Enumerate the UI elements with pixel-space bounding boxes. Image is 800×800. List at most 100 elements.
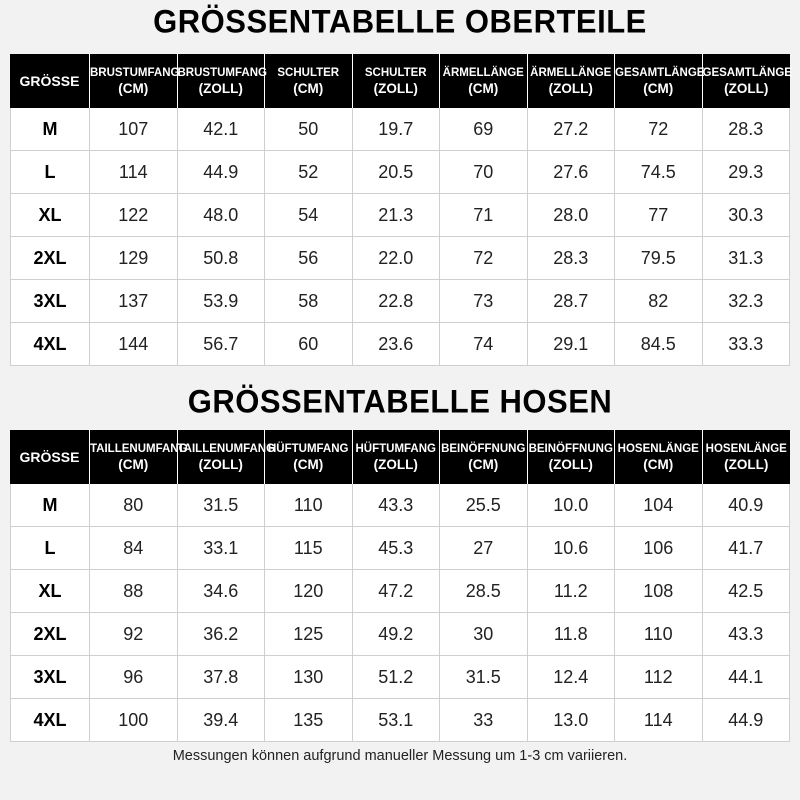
table-cell: 69 [440,108,528,151]
table-cell: 53.1 [352,699,440,742]
table-row: XL 122 48.0 54 21.3 71 28.0 77 30.3 [10,194,790,237]
table-cell: 11.2 [527,570,615,613]
table-cell: 92 [90,613,178,656]
tops-header-cell: SCHULTER (ZOLL) [352,54,440,108]
header-unit: (ZOLL) [373,81,418,96]
table-cell: 84 [90,527,178,570]
table-cell: 106 [615,527,703,570]
tops-header-row: GRÖSSE BRUSTUMFANG (CM) BRUSTUMFANG (ZOLL) SC… [10,54,792,108]
header-label: TAILLENUMFANG [90,443,188,455]
table-cell: 56 [265,237,353,280]
header-unit: (CM) [643,81,674,96]
table-cell: 29.1 [527,323,615,366]
table-cell: 72 [615,108,703,151]
size-label-cell: 4XL [10,699,90,742]
table-row: 2XL 129 50.8 56 22.0 72 28.3 79.5 31.3 [10,237,790,280]
table-row: L 114 44.9 52 20.5 70 27.6 74.5 29.3 [10,151,790,194]
tops-header-cell: GESAMTLÄNGE (CM) [615,54,705,108]
header-label: HOSENLÄNGE [617,443,699,455]
table-cell: 130 [265,656,353,699]
pants-size-table: GRÖSSE TAILLENUMFANG (CM) TAILLENUMFANG (ZOL… [10,430,790,742]
table-cell: 80 [90,484,178,527]
table-cell: 12.4 [527,656,615,699]
header-label: GESAMTLÄNGE [702,67,792,79]
table-cell: 23.6 [352,323,440,366]
table-cell: 122 [90,194,178,237]
tops-size-chart-title: GRÖSSENTABELLE OBERTEILE [153,3,647,40]
table-cell: 22.0 [352,237,440,280]
pants-header-cell: HOSENLÄNGE (ZOLL) [702,430,790,484]
table-cell: 112 [615,656,703,699]
table-cell: 120 [265,570,353,613]
header-unit: (ZOLL) [548,81,593,96]
pants-header-cell: TAILLENUMFANG (ZOLL) [177,430,275,484]
table-row: M 107 42.1 50 19.7 69 27.2 72 28.3 [10,108,790,151]
table-cell: 27.6 [527,151,615,194]
tops-header-cell: GESAMTLÄNGE (ZOLL) [702,54,792,108]
header-label: ÄRMELLÄNGE [530,67,612,79]
table-cell: 54 [265,194,353,237]
table-cell: 41.7 [702,527,790,570]
table-cell: 108 [615,570,703,613]
header-label: GESAMTLÄNGE [615,67,705,79]
table-cell: 114 [615,699,703,742]
table-cell: 31.3 [702,237,790,280]
table-cell: 56.7 [177,323,265,366]
table-cell: 88 [90,570,178,613]
size-label-cell: 2XL [10,237,90,280]
pants-header-cell: HÜFTUMFANG (CM) [265,430,353,484]
table-row: L 84 33.1 115 45.3 27 10.6 106 41.7 [10,527,790,570]
header-label: SCHULTER [277,67,340,79]
table-row: 4XL 100 39.4 135 53.1 33 13.0 114 44.9 [10,699,790,742]
table-cell: 70 [440,151,528,194]
table-cell: 34.6 [177,570,265,613]
header-unit: (CM) [643,457,674,472]
header-unit: (ZOLL) [198,81,243,96]
table-cell: 39.4 [177,699,265,742]
header-unit: (CM) [118,81,149,96]
table-cell: 44.9 [177,151,265,194]
table-cell: 48.0 [177,194,265,237]
size-label-cell: L [10,527,90,570]
size-label-cell: 2XL [10,613,90,656]
table-cell: 125 [265,613,353,656]
table-cell: 31.5 [440,656,528,699]
table-cell: 27 [440,527,528,570]
table-row: 2XL 92 36.2 125 49.2 30 11.8 110 43.3 [10,613,790,656]
table-cell: 20.5 [352,151,440,194]
table-cell: 30 [440,613,528,656]
table-cell: 53.9 [177,280,265,323]
pants-header-cell: HÜFTUMFANG (ZOLL) [352,430,440,484]
table-cell: 84.5 [615,323,703,366]
table-cell: 10.0 [527,484,615,527]
pants-header-cell: TAILLENUMFANG (CM) [90,430,188,484]
table-cell: 19.7 [352,108,440,151]
table-cell: 71 [440,194,528,237]
header-label: BEINÖFFNUNG [441,443,526,455]
size-label-cell: XL [10,570,90,613]
table-cell: 27.2 [527,108,615,151]
header-unit: (CM) [293,81,324,96]
table-cell: 36.2 [177,613,265,656]
table-cell: 28.7 [527,280,615,323]
table-cell: 52 [265,151,353,194]
table-cell: 79.5 [615,237,703,280]
header-label: BRUSTUMFANG [177,67,267,79]
table-cell: 28.3 [702,108,790,151]
table-cell: 11.8 [527,613,615,656]
table-cell: 47.2 [352,570,440,613]
table-cell: 77 [615,194,703,237]
table-cell: 13.0 [527,699,615,742]
table-cell: 28.5 [440,570,528,613]
table-cell: 100 [90,699,178,742]
tops-header-size: GRÖSSE [10,54,90,108]
table-cell: 25.5 [440,484,528,527]
table-cell: 144 [90,323,178,366]
header-unit: (ZOLL) [548,457,593,472]
header-unit: (ZOLL) [373,457,418,472]
table-cell: 49.2 [352,613,440,656]
measurement-note: Messungen können aufgrund manueller Mess… [172,748,628,764]
table-cell: 74 [440,323,528,366]
header-label: BEINÖFFNUNG [528,443,613,455]
size-label-cell: M [10,484,90,527]
